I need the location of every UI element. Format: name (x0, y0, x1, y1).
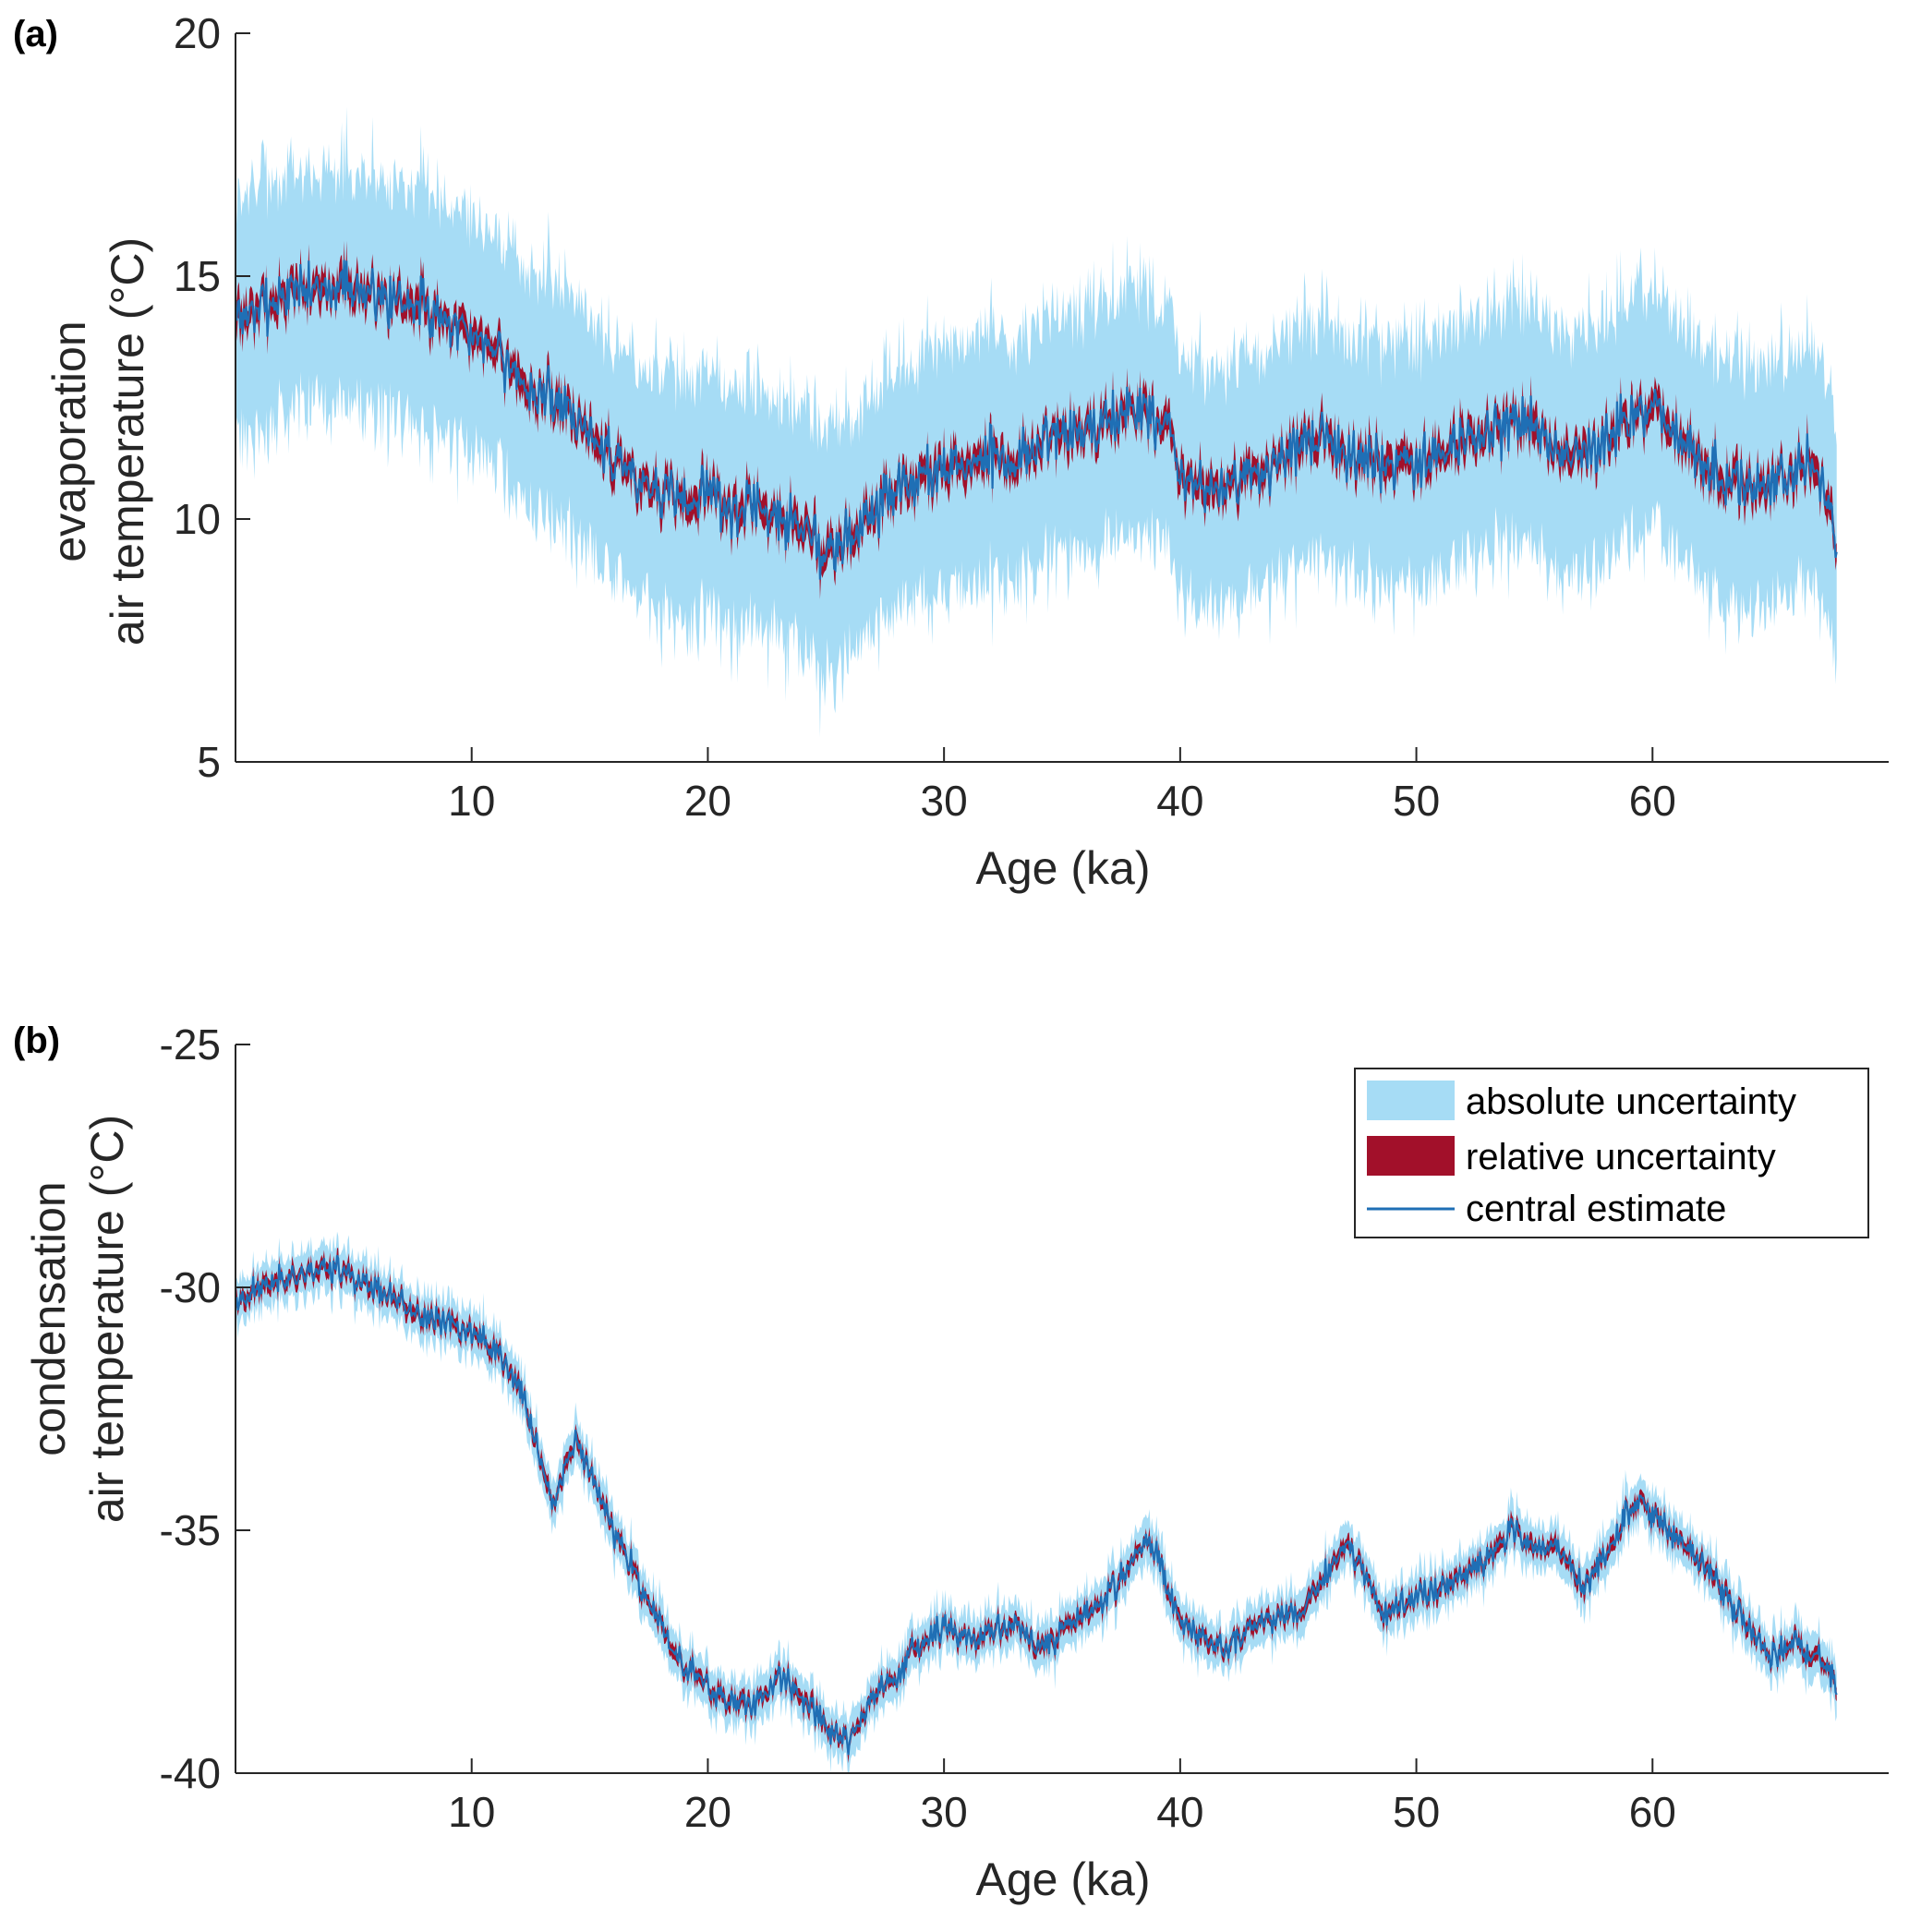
x-tick-label-b: 60 (1629, 1788, 1676, 1836)
y-axis-label-b-line1: condensation (23, 1181, 75, 1455)
x-tick-label-b: 50 (1393, 1788, 1440, 1836)
y-axis-label-b-line2: air temperature (°C) (81, 1115, 133, 1523)
plot-area-b: 10 20 30 40 50 60 -40 -35 -30 -25 (160, 1020, 1889, 1836)
y-tick-label-b: -35 (160, 1506, 221, 1554)
y-tick-label-a: 15 (174, 252, 221, 300)
x-axis-label-a: Age (ka) (976, 842, 1151, 894)
absolute-uncertainty-band-a (236, 106, 1837, 738)
legend-label-central: central estimate (1466, 1189, 1726, 1229)
y-tick-label-b: -30 (160, 1263, 221, 1311)
legend-label-relative: relative uncertainty (1466, 1137, 1776, 1177)
panel-label-a: (a) (13, 14, 58, 54)
x-tick-label-b: 30 (921, 1788, 968, 1836)
y-axis-label-a-line2: air temperature (°C) (102, 237, 153, 646)
central-estimate-line-b (236, 1254, 1838, 1756)
series-group-b (236, 1231, 1838, 1773)
plot-area-a: 10 20 30 40 50 60 5 10 15 20 (174, 9, 1889, 825)
x-tick-label-a: 10 (448, 777, 495, 825)
panel-b: (b) 10 20 30 40 50 60 -40 -35 -30 -25 Age (ka) co… (13, 1020, 1889, 1905)
legend-swatch-relative (1367, 1136, 1455, 1176)
x-tick-label-a: 20 (684, 777, 731, 825)
legend: absolute uncertainty relative uncertaint… (1354, 1068, 1869, 1238)
x-tick-label-a: 50 (1393, 777, 1440, 825)
x-tick-label-b: 40 (1156, 1788, 1203, 1836)
panel-label-b: (b) (13, 1020, 60, 1061)
x-axis-label-b: Age (ka) (976, 1854, 1151, 1905)
y-tick-label-b: -40 (160, 1749, 221, 1797)
x-tick-label-b: 10 (448, 1788, 495, 1836)
series-group-a (236, 106, 1838, 738)
x-tick-label-a: 40 (1156, 777, 1203, 825)
y-tick-label-b: -25 (160, 1020, 221, 1069)
legend-swatch-absolute (1367, 1081, 1455, 1120)
central-estimate-line-a (236, 260, 1838, 580)
x-tick-label-a: 60 (1629, 777, 1676, 825)
panel-a: (a) 10 20 30 40 50 60 5 10 15 20 Age (ka) evapora… (13, 9, 1889, 894)
x-tick-label-b: 20 (684, 1788, 731, 1836)
y-axis-label-a-line1: evaporation (43, 320, 95, 561)
legend-label-absolute: absolute uncertainty (1466, 1081, 1796, 1122)
absolute-uncertainty-band-b (236, 1231, 1837, 1773)
y-tick-label-a: 5 (197, 738, 221, 786)
y-tick-label-a: 10 (174, 495, 221, 543)
y-tick-label-a: 20 (174, 9, 221, 57)
x-tick-label-a: 30 (921, 777, 968, 825)
